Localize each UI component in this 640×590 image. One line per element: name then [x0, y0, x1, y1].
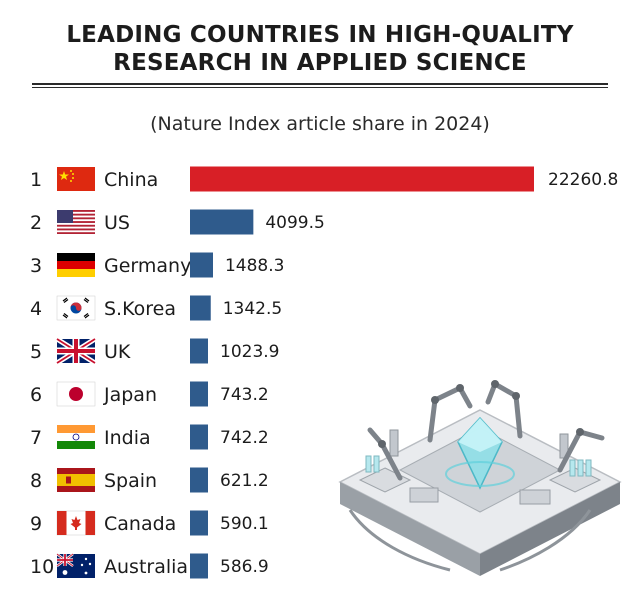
country-label: Japan — [103, 384, 157, 406]
south-korea-flag-icon — [56, 295, 96, 321]
country-label: Canada — [104, 513, 176, 535]
chart-title-line-2: RESEARCH IN APPLIED SCIENCE — [113, 50, 527, 76]
australia-flag-icon — [55, 552, 97, 580]
rank-label: 7 — [30, 427, 42, 449]
bar-india — [190, 424, 208, 450]
rank-label: 8 — [30, 470, 42, 492]
rank-label: 2 — [30, 212, 42, 234]
bar-germany — [190, 252, 213, 278]
bar-china — [190, 166, 534, 192]
value-label: 1342.5 — [223, 299, 282, 319]
bar-us — [190, 209, 254, 235]
bar-japan — [190, 381, 208, 407]
chart-subtitle: (Nature Index article share in 2024) — [150, 113, 490, 135]
value-label: 1023.9 — [220, 342, 279, 362]
bar-uk — [190, 338, 208, 364]
rank-label: 1 — [30, 169, 42, 191]
rank-label: 4 — [30, 298, 42, 320]
value-label: 742.2 — [220, 428, 269, 448]
uk-flag-icon — [57, 339, 95, 363]
country-label: Germany — [104, 255, 191, 277]
robotic-lab-illustration — [338, 380, 622, 576]
value-label: 621.2 — [220, 471, 269, 491]
bar-spain — [190, 467, 208, 493]
robot-joints — [378, 380, 584, 448]
value-label: 590.1 — [220, 514, 269, 534]
country-label: Australia — [104, 556, 188, 578]
title-divider-thin — [32, 87, 608, 88]
china-flag-icon — [57, 167, 95, 191]
spain-flag-icon — [57, 468, 95, 492]
us-flag-icon — [57, 210, 95, 234]
bar-canada — [190, 510, 208, 536]
lab-tubes — [365, 455, 592, 477]
japan-flag-icon — [56, 381, 96, 407]
bar-australia — [190, 553, 208, 579]
value-label: 586.9 — [220, 557, 269, 577]
country-label: US — [104, 212, 130, 234]
country-label: India — [104, 427, 151, 449]
india-flag-icon — [56, 424, 96, 450]
rank-label: 10 — [30, 556, 54, 578]
germany-flag-icon — [57, 253, 95, 277]
rank-label: 5 — [30, 341, 42, 363]
title-divider — [32, 83, 608, 85]
rank-label: 6 — [30, 384, 42, 406]
value-label: 743.2 — [220, 385, 269, 405]
crystal-core — [445, 416, 515, 490]
rank-label: 9 — [30, 513, 42, 535]
chart-title-line-1: LEADING COUNTRIES IN HIGH-QUALITY — [66, 22, 574, 48]
value-label: 22260.8 — [548, 170, 618, 190]
rank-label: 3 — [30, 255, 42, 277]
value-label: 4099.5 — [265, 213, 324, 233]
country-label: China — [104, 169, 158, 191]
country-label: Spain — [104, 470, 157, 492]
country-label: UK — [104, 341, 131, 363]
value-label: 1488.3 — [225, 256, 284, 276]
bar-skorea — [190, 295, 211, 321]
country-label: S.Korea — [104, 298, 176, 320]
canada-flag-icon — [56, 510, 96, 536]
